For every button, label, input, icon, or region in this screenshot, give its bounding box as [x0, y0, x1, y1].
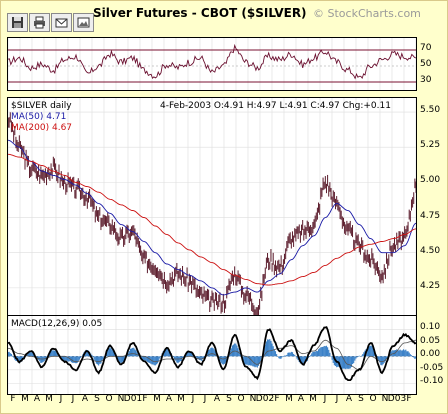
macd-line — [8, 326, 416, 381]
x-tick-label: O — [369, 394, 377, 404]
price-tick-label: 5.50 — [420, 105, 441, 115]
price-panel: $SILVER daily MA(50) 4.71 MA(200) 4.67 4… — [7, 97, 417, 317]
x-tick-label: M — [285, 394, 293, 404]
rsi-line — [8, 43, 416, 80]
x-tick-label: M — [177, 394, 185, 404]
price-tick-label: 4.75 — [420, 211, 441, 221]
rsi-tick-label: 70 — [420, 43, 432, 53]
ma200-label: MA(200) 4.67 — [11, 123, 73, 133]
rsi-tick-label: 50 — [420, 59, 432, 69]
price-tick-label: 4.50 — [420, 246, 441, 256]
macd-tick-label: 0.00 — [420, 349, 441, 359]
x-tick-label: N — [117, 394, 125, 404]
x-tick-label: O — [237, 394, 245, 404]
x-tick-label: S — [94, 394, 100, 404]
price-tick-label: 5.00 — [420, 175, 441, 185]
macd-signal-line — [8, 339, 416, 371]
rsi-tick-label: 30 — [420, 75, 432, 85]
macd-tick-label: -0.10 — [420, 376, 444, 386]
macd-tick-label: 0.05 — [420, 336, 441, 346]
price-tick-label: 4.25 — [420, 281, 441, 291]
toolbar — [7, 13, 94, 32]
x-tick-label: S — [226, 394, 232, 404]
x-tick-label: A — [33, 394, 41, 404]
x-tick-label: J — [59, 394, 63, 404]
x-tick-label: A — [81, 394, 89, 404]
x-tick-label: M — [309, 394, 317, 404]
x-axis-labels: F M A M J J A S O N D01 F M A M J J A S O N D02 F M A M J J A S O N D03 F — [7, 394, 415, 408]
x-tick-label: J — [203, 394, 207, 404]
x-tick-label: M — [45, 394, 53, 404]
x-tick-label: N — [249, 394, 257, 404]
macd-panel: MACD(12,26,9) 0.05 — [7, 315, 417, 395]
x-tick-label: N — [381, 394, 389, 404]
x-tick-label: A — [165, 394, 173, 404]
x-tick-label: F — [274, 394, 280, 404]
rsi-chart — [8, 38, 416, 90]
quote-label: 4-Feb-2003 O:4.91 H:4.97 L:4.91 C:4.97 C… — [160, 101, 391, 111]
x-tick-label: J — [71, 394, 75, 404]
ma50-line — [8, 139, 416, 296]
x-tick-label: M — [21, 394, 29, 404]
symbol-label: $SILVER daily — [11, 101, 72, 111]
price-tick-label: 5.25 — [420, 140, 441, 150]
x-tick-label: D01 — [123, 394, 143, 404]
ma50-label: MA(50) 4.71 — [11, 112, 67, 122]
x-tick-label: J — [323, 394, 327, 404]
brand-watermark: © StockCharts.com — [313, 7, 421, 20]
x-tick-label: S — [358, 394, 364, 404]
print-icon[interactable] — [29, 13, 50, 32]
x-tick-label: F — [142, 394, 148, 404]
rsi-panel — [7, 37, 417, 91]
ma200-line — [8, 153, 416, 286]
x-tick-label: F — [10, 394, 16, 404]
x-tick-label: D02 — [255, 394, 275, 404]
x-tick-label: A — [297, 394, 305, 404]
x-tick-label: J — [335, 394, 339, 404]
macd-tick-label: 0.10 — [420, 322, 441, 332]
macd-tick-label: -0.05 — [420, 363, 444, 373]
x-tick-label: A — [345, 394, 353, 404]
email-icon[interactable] — [51, 13, 72, 32]
price-chart — [8, 98, 416, 316]
x-tick-label: D03 — [387, 394, 407, 404]
chart-title: Silver Futures - CBOT ($SILVER) — [93, 6, 307, 20]
x-tick-label: O — [105, 394, 113, 404]
macd-chart — [8, 316, 416, 394]
image-icon[interactable] — [73, 13, 94, 32]
x-tick-label: M — [153, 394, 161, 404]
x-tick-label: F — [406, 394, 412, 404]
save-icon[interactable] — [7, 13, 28, 32]
macd-label: MACD(12,26,9) 0.05 — [11, 319, 103, 329]
x-tick-label: A — [213, 394, 221, 404]
x-tick-label: J — [191, 394, 195, 404]
